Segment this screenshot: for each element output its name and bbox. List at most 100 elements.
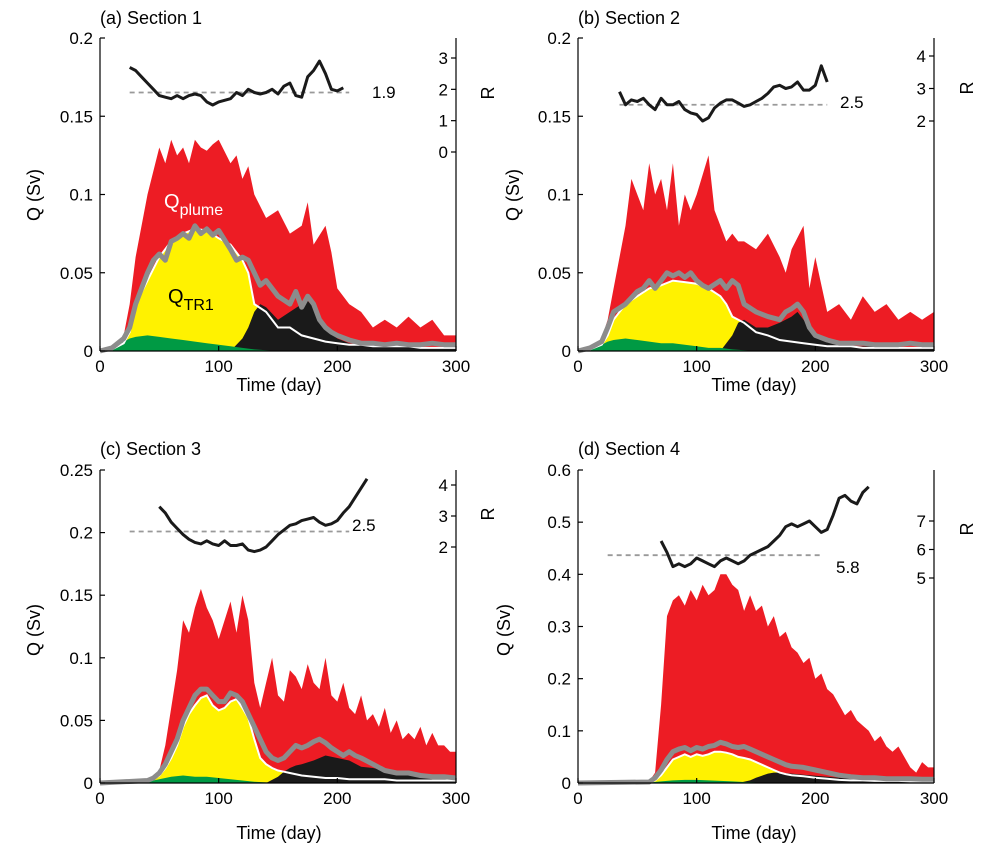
panel-d-x-tick-label: 100 (682, 789, 710, 808)
panel-d-r-tick-label: 7 (917, 512, 926, 531)
panel-c-r-tick-label: 4 (439, 476, 448, 495)
panel-b-gray-line (577, 270, 934, 354)
panel-c-green-area (100, 775, 456, 783)
panel-b-xlabel: Time (day) (711, 375, 796, 395)
panel-d-white-line (577, 750, 934, 784)
panel-d-axes: Time (day) Q (Sv) R 5.8 0 0.1 0.2 0.3 0.4 0.5… (494, 461, 977, 843)
panel-c-axes: Time (day) Q (Sv) R 2.5 0 0.05 0.1 0.15 0.2 0… (24, 461, 498, 843)
panel-a-green-area (100, 335, 456, 351)
panel-c-r-line (158, 477, 369, 554)
panel-a: (a) Section 1 Time (day) Q (Sv) R 1.9 Qp… (24, 8, 498, 395)
panel-a-r-line (129, 59, 344, 107)
panel-c-y-tick-label: 0.15 (60, 586, 93, 605)
panel-d-r-tick-label: 5 (917, 569, 926, 588)
panel-c-y-tick-label: 0.25 (60, 461, 93, 480)
q-tr1-label: QTR1 (168, 286, 214, 314)
panel-b-x-tick-label: 0 (573, 357, 582, 376)
panel-a-y-tick-label: 0.15 (60, 107, 93, 126)
panel-a-xlabel: Time (day) (236, 375, 321, 395)
panel-b-y-tick-label: 0.2 (547, 29, 571, 48)
panel-a-r-axis-label: R (478, 87, 498, 100)
panel-b-axes: Time (day) Q (Sv) R 2.5 0 0.05 0.1 0.15 0.2 0… (503, 29, 977, 395)
panel-a-black-area (230, 300, 456, 351)
panel-d-y-tick-label: 0.6 (547, 461, 571, 480)
panel-a-data-layer (99, 59, 456, 354)
panel-a-title: (a) Section 1 (100, 8, 202, 28)
q-tr1-main: Q (168, 286, 184, 308)
panel-b-y-tick-label: 0.15 (538, 107, 571, 126)
panel-d-x-tick-label: 300 (920, 789, 948, 808)
panel-b-black-area (720, 311, 934, 351)
panel-b-data-layer (577, 64, 934, 354)
panel-c-title: (c) Section 3 (100, 439, 201, 459)
panel-b-y-tick-label: 0.1 (547, 186, 571, 205)
panel-d-ylabel: Q (Sv) (494, 604, 514, 656)
panel-c: (c) Section 3 Time (day) Q (Sv) R 2.5 00… (24, 439, 498, 843)
panel-c-y-tick-label: 0.05 (60, 711, 93, 730)
panel-c-y-tick-label: 0 (84, 774, 93, 793)
panel-d-x-tick-label: 200 (801, 789, 829, 808)
panel-a-r-tick-label: 3 (439, 49, 448, 68)
panel-b-x-tick-label: 200 (801, 357, 829, 376)
panel-d-gray-line (577, 739, 934, 786)
panel-c-y-tick-label: 0.1 (69, 649, 93, 668)
panel-c-x-tick-label: 300 (442, 789, 470, 808)
panel-b-r-line (618, 64, 829, 123)
panel-d-xlabel: Time (day) (711, 823, 796, 843)
panel-d-data-layer (577, 485, 934, 786)
panel-c-r-axis-label: R (478, 508, 498, 521)
panel-d-y-tick-label: 0.3 (547, 618, 571, 637)
panel-d-y-tick-label: 0.4 (547, 565, 571, 584)
panel-a-white-line (99, 227, 456, 352)
panel-b: (b) Section 2 Time (day) Q (Sv) R 2.5 00… (503, 8, 977, 395)
panel-c-q-tr1-area (100, 695, 456, 783)
panel-a-x-tick-label: 0 (95, 357, 104, 376)
panel-c-x-tick-label: 100 (204, 789, 232, 808)
panel-c-y-tick-label: 0.2 (69, 524, 93, 543)
panel-a-x-tick-label: 100 (204, 357, 232, 376)
panel-c-r-tick-label: 2 (439, 538, 448, 557)
panel-b-x-tick-label: 300 (920, 357, 948, 376)
panel-d-r-tick-label: 6 (917, 541, 926, 560)
panel-d: (d) Section 4 Time (day) Q (Sv) R 5.8 00… (494, 439, 977, 843)
panel-a-y-tick-label: 0.2 (69, 29, 93, 48)
panel-d-x-tick-label: 0 (573, 789, 582, 808)
panel-b-ylabel: Q (Sv) (503, 169, 523, 221)
panel-c-data-layer (99, 477, 457, 786)
panel-b-green-area (578, 338, 934, 351)
panel-b-r-mean-label: 2.5 (840, 93, 864, 112)
panel-d-y-tick-label: 0 (562, 774, 571, 793)
panel-d-q-plume-area (578, 574, 934, 783)
panel-b-r-tick-label: 3 (917, 80, 926, 99)
q-plume-sub: plume (180, 202, 224, 219)
panel-d-r-axis-label: R (957, 523, 977, 536)
panel-c-r-tick-label: 3 (439, 507, 448, 526)
panel-a-r-tick-label: 0 (439, 143, 448, 162)
panel-c-x-tick-label: 0 (95, 789, 104, 808)
panel-a-q-tr1-area (100, 228, 456, 351)
panel-c-xlabel: Time (day) (236, 823, 321, 843)
panel-d-y-tick-label: 0.5 (547, 513, 571, 532)
panel-a-r-tick-label: 2 (439, 80, 448, 99)
panel-d-y-tick-label: 0.1 (547, 722, 571, 741)
panel-a-r-mean-label: 1.9 (372, 83, 396, 102)
panel-a-gray-line (99, 223, 456, 354)
panel-c-x-tick-label: 200 (323, 789, 351, 808)
panel-d-title: (d) Section 4 (578, 439, 680, 459)
panel-c-gray-line (99, 686, 457, 786)
panel-b-r-tick-label: 2 (917, 112, 926, 131)
panel-a-y-tick-label: 0.05 (60, 264, 93, 283)
panel-b-r-axis-label: R (957, 82, 977, 95)
panel-c-ylabel: Q (Sv) (24, 604, 44, 656)
panel-d-green-area (578, 779, 934, 783)
panel-a-axes: Time (day) Q (Sv) R 1.9 Qplume QTR1 0 0.0… (24, 29, 498, 395)
panel-a-y-tick-label: 0.1 (69, 186, 93, 205)
panel-a-r-tick-label: 1 (439, 112, 448, 131)
panel-a-ylabel: Q (Sv) (24, 169, 44, 221)
panel-b-title: (b) Section 2 (578, 8, 680, 28)
panel-a-x-tick-label: 300 (442, 357, 470, 376)
panel-b-y-tick-label: 0.05 (538, 264, 571, 283)
panel-c-q-plume-area (100, 588, 456, 783)
panel-b-y-tick-label: 0 (562, 342, 571, 361)
